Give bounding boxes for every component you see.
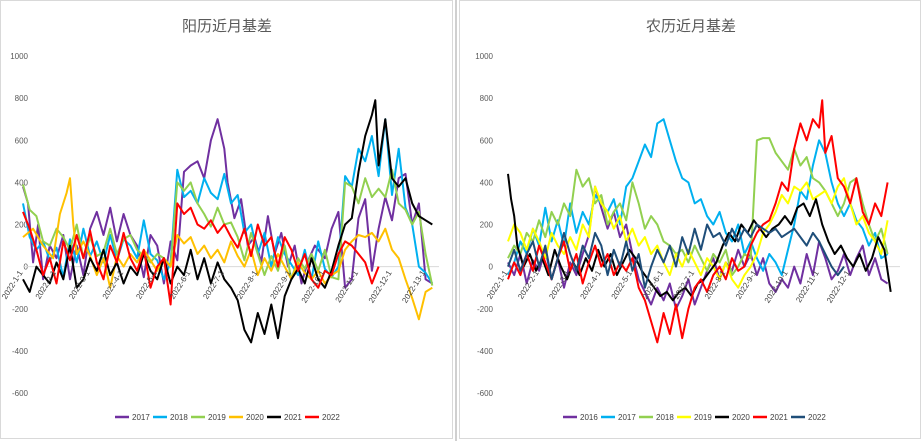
left-chart-svg: 阳历近月基差10008006004002000-200-400-6002022-…	[1, 18, 439, 422]
right-chart-svg: 农历近月基差 1000 800 600 400 200 0 -200 -400 -600 2022-…	[475, 18, 900, 422]
y-tick-label: 800	[480, 94, 494, 103]
y-tick-label: 1000	[10, 52, 28, 61]
legend-label: 2019	[208, 413, 226, 422]
y-tick-label: 0	[489, 263, 494, 272]
legend-label: 2017	[618, 413, 636, 422]
y-tick-label: 200	[15, 221, 29, 230]
series-line-2018	[507, 137, 889, 277]
legend-label: 2022	[808, 413, 826, 422]
legend-label: 2017	[132, 413, 150, 422]
legend-label: 2020	[732, 413, 750, 422]
series-line-2017	[22, 118, 433, 289]
y-tick-label: -200	[12, 305, 29, 314]
legend-label: 2019	[694, 413, 712, 422]
series-line-2021	[507, 99, 889, 344]
x-tick-label: 2022-11-1	[334, 268, 361, 304]
y-tick-label: 200	[480, 221, 494, 230]
series-line-2018	[22, 118, 434, 285]
x-tick-label: 2022-12-1	[367, 268, 394, 304]
x-tick-label: 2022-2-1	[34, 268, 59, 300]
y-tick-label: 400	[15, 178, 29, 187]
x-tick-label: 2022-11-1	[794, 268, 821, 304]
series-line-2016	[507, 185, 889, 310]
chart-title: 农历近月基差	[646, 18, 736, 35]
y-tick-label: 1000	[475, 52, 493, 61]
y-tick-label: -600	[12, 389, 29, 398]
legend-label: 2021	[284, 413, 302, 422]
x-tick-label: 2022-1-1	[485, 268, 510, 300]
y-tick-label: 400	[480, 178, 494, 187]
y-tick-label: -400	[477, 347, 494, 356]
x-tick-label: 2022-1-1	[1, 268, 25, 300]
y-tick-label: 600	[480, 136, 494, 145]
legend-label: 2022	[322, 413, 340, 422]
legend-label: 2018	[656, 413, 674, 422]
legend-label: 2016	[580, 413, 598, 422]
series-line-2022	[22, 202, 380, 306]
x-tick-label: 2022-4-1	[578, 268, 603, 300]
chart-title: 阳历近月基差	[182, 18, 272, 35]
x-tick-label: 2022-8-1	[235, 268, 260, 300]
right-chart-panel: 农历近月基差 1000 800 600 400 200 0 -200 -400 -600 2022-…	[459, 0, 921, 439]
y-tick-label: 800	[15, 94, 29, 103]
legend-label: 2021	[770, 413, 788, 422]
y-tick-label: -600	[477, 389, 494, 398]
series-line-2021	[22, 99, 433, 344]
legend-label: 2020	[246, 413, 264, 422]
legend-label: 2018	[170, 413, 188, 422]
panel-divider	[455, 0, 457, 441]
series-line-2019	[507, 177, 889, 289]
y-tick-label: -200	[477, 305, 494, 314]
y-tick-label: -400	[12, 347, 29, 356]
left-chart-panel: 阳历近月基差10008006004002000-200-400-6002022-…	[0, 0, 453, 439]
series-line-2022	[507, 223, 845, 289]
y-tick-label: 600	[15, 136, 29, 145]
